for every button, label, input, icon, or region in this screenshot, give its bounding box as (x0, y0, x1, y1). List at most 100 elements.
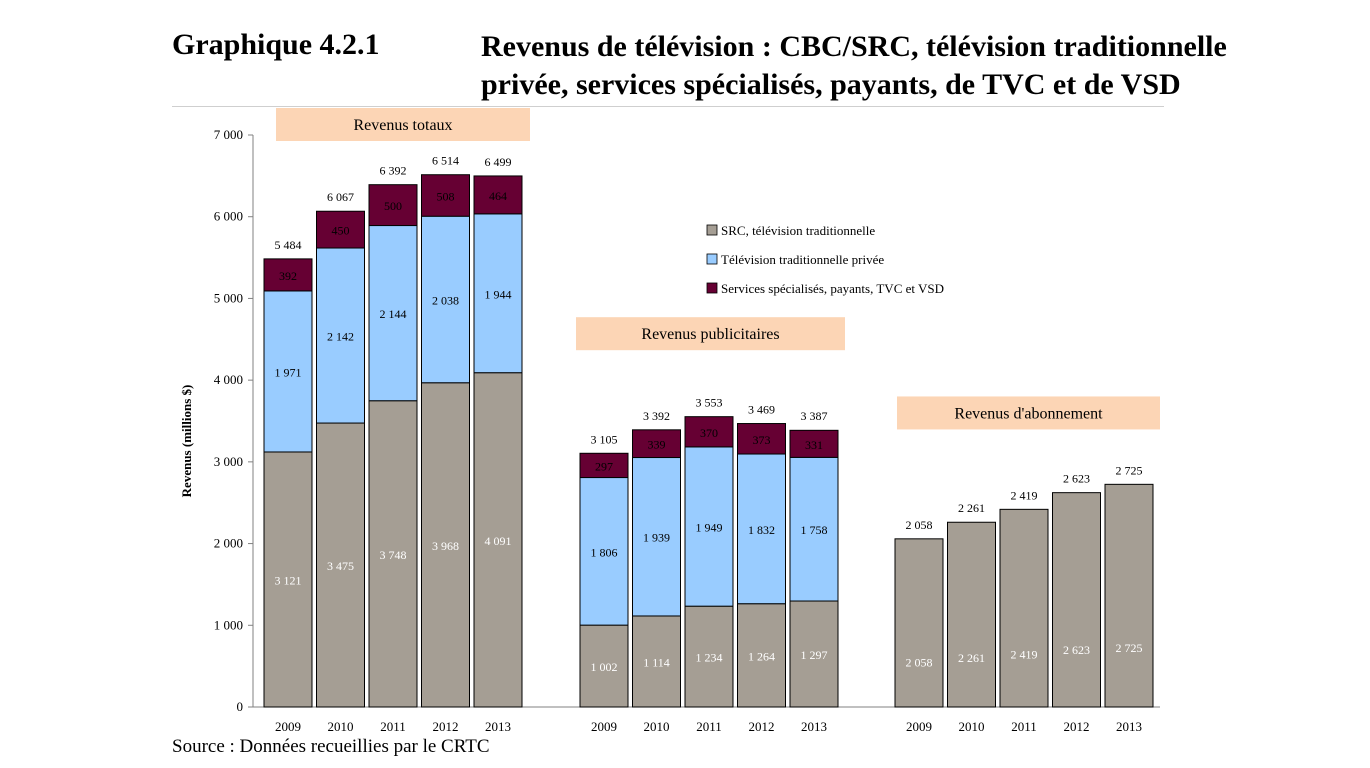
data-label: 331 (805, 438, 823, 452)
total-label: 2 623 (1063, 472, 1090, 486)
bar-segment (632, 429, 681, 459)
data-label: 392 (279, 269, 297, 283)
y-tick-label: 5 000 (214, 290, 243, 305)
data-label: 3 121 (275, 573, 302, 587)
bar-segment (473, 372, 523, 708)
x-tick-label: 2012 (1064, 719, 1090, 734)
y-tick-label: 3 000 (214, 454, 243, 469)
x-tick-label: 2009 (591, 719, 617, 734)
chart-title-line-2: privée, services spécialisés, payants, d… (481, 68, 1181, 101)
data-label: 1 944 (485, 287, 512, 301)
data-label: 4 091 (485, 534, 512, 548)
x-tick-label: 2012 (749, 719, 775, 734)
total-label: 3 387 (801, 409, 828, 423)
x-tick-label: 2011 (1011, 719, 1037, 734)
total-label: 3 105 (591, 432, 618, 446)
total-label: 3 392 (643, 409, 670, 423)
chart-number: Graphique 4.2.1 (172, 28, 380, 61)
bar-segment (421, 382, 470, 708)
bar-segment (316, 247, 365, 424)
total-label: 2 058 (906, 518, 933, 532)
total-label: 6 499 (485, 155, 512, 169)
total-label: 2 419 (1011, 488, 1038, 502)
bar-segment (579, 452, 629, 479)
data-label: 2 623 (1063, 643, 1090, 657)
bar-segment (473, 213, 523, 374)
bar-segment (789, 456, 839, 602)
data-label: 297 (595, 459, 613, 473)
data-label: 3 748 (380, 548, 407, 562)
group-label-box (276, 108, 530, 141)
group-label: Revenus totaux (353, 117, 452, 134)
y-tick-label: 0 (237, 699, 244, 714)
bar-segment (473, 175, 523, 215)
data-label: 450 (332, 224, 350, 238)
bar-segment (632, 457, 681, 617)
data-label: 1 114 (643, 655, 670, 669)
total-label: 3 553 (696, 396, 723, 410)
data-label: 500 (384, 199, 402, 213)
x-tick-label: 2012 (433, 719, 459, 734)
bar-segment (684, 605, 734, 708)
total-label: 2 725 (1116, 463, 1143, 477)
total-label: 6 392 (380, 164, 407, 178)
source-note: Source : Données recueillies par le CRTC (172, 736, 490, 757)
data-label: 1 939 (643, 531, 670, 545)
legend-swatch (706, 253, 718, 265)
bar-segment (316, 422, 365, 708)
bar-segment (368, 400, 418, 708)
bar-segment (737, 453, 786, 605)
legend-label: Télévision traditionnelle privée (721, 252, 884, 267)
x-tick-label: 2009 (275, 719, 301, 734)
total-label: 2 261 (958, 501, 985, 515)
x-tick-label: 2010 (328, 719, 354, 734)
data-label: 1 971 (275, 365, 302, 379)
data-label: 1 297 (801, 648, 828, 662)
data-label: 2 725 (1116, 641, 1143, 655)
total-label: 5 484 (275, 238, 302, 252)
group-label: Revenus d'abonnement (954, 405, 1103, 422)
y-tick-label: 4 000 (214, 372, 243, 387)
bar-segment (1104, 483, 1154, 708)
bar-segment (999, 508, 1049, 708)
bar-segment (316, 210, 365, 249)
bar-segment (894, 538, 944, 708)
total-label: 6 067 (327, 190, 354, 204)
x-tick-label: 2013 (485, 719, 511, 734)
bar-segment (368, 184, 418, 227)
bar-segment (421, 174, 470, 217)
bar-segment (947, 521, 996, 708)
data-label: 508 (437, 189, 455, 203)
chart-title: Revenus de télévision : CBC/SRC, télévis… (481, 28, 1361, 104)
data-label: 2 058 (906, 656, 933, 670)
x-tick-label: 2013 (801, 719, 827, 734)
data-label: 373 (753, 433, 771, 447)
legend-swatch (706, 224, 718, 236)
bar-segment (579, 477, 629, 626)
bar-segment (1052, 492, 1101, 708)
x-tick-label: 2011 (696, 719, 722, 734)
data-label: 2 144 (380, 307, 407, 321)
y-tick-label: 7 000 (214, 127, 243, 142)
total-label: 3 469 (748, 403, 775, 417)
bar-segment (579, 624, 629, 708)
data-label: 1 832 (748, 523, 775, 537)
data-label: 2 261 (958, 651, 985, 665)
total-label: 6 514 (432, 154, 459, 168)
bar-segment (684, 446, 734, 607)
group-label-box (576, 317, 845, 351)
x-tick-label: 2010 (959, 719, 985, 734)
data-label: 2 142 (327, 330, 354, 344)
data-label: 1 758 (801, 523, 828, 537)
bar-segment (737, 603, 786, 708)
x-tick-label: 2009 (906, 719, 932, 734)
data-label: 339 (648, 438, 666, 452)
data-label: 3 968 (432, 539, 459, 553)
data-label: 3 475 (327, 559, 354, 573)
x-tick-label: 2013 (1116, 719, 1142, 734)
y-axis-label: Revenus (millions $) (179, 385, 194, 498)
bar-segment (737, 423, 786, 455)
x-tick-label: 2011 (380, 719, 406, 734)
data-label: 1 002 (591, 660, 618, 674)
title-divider (172, 106, 1164, 107)
